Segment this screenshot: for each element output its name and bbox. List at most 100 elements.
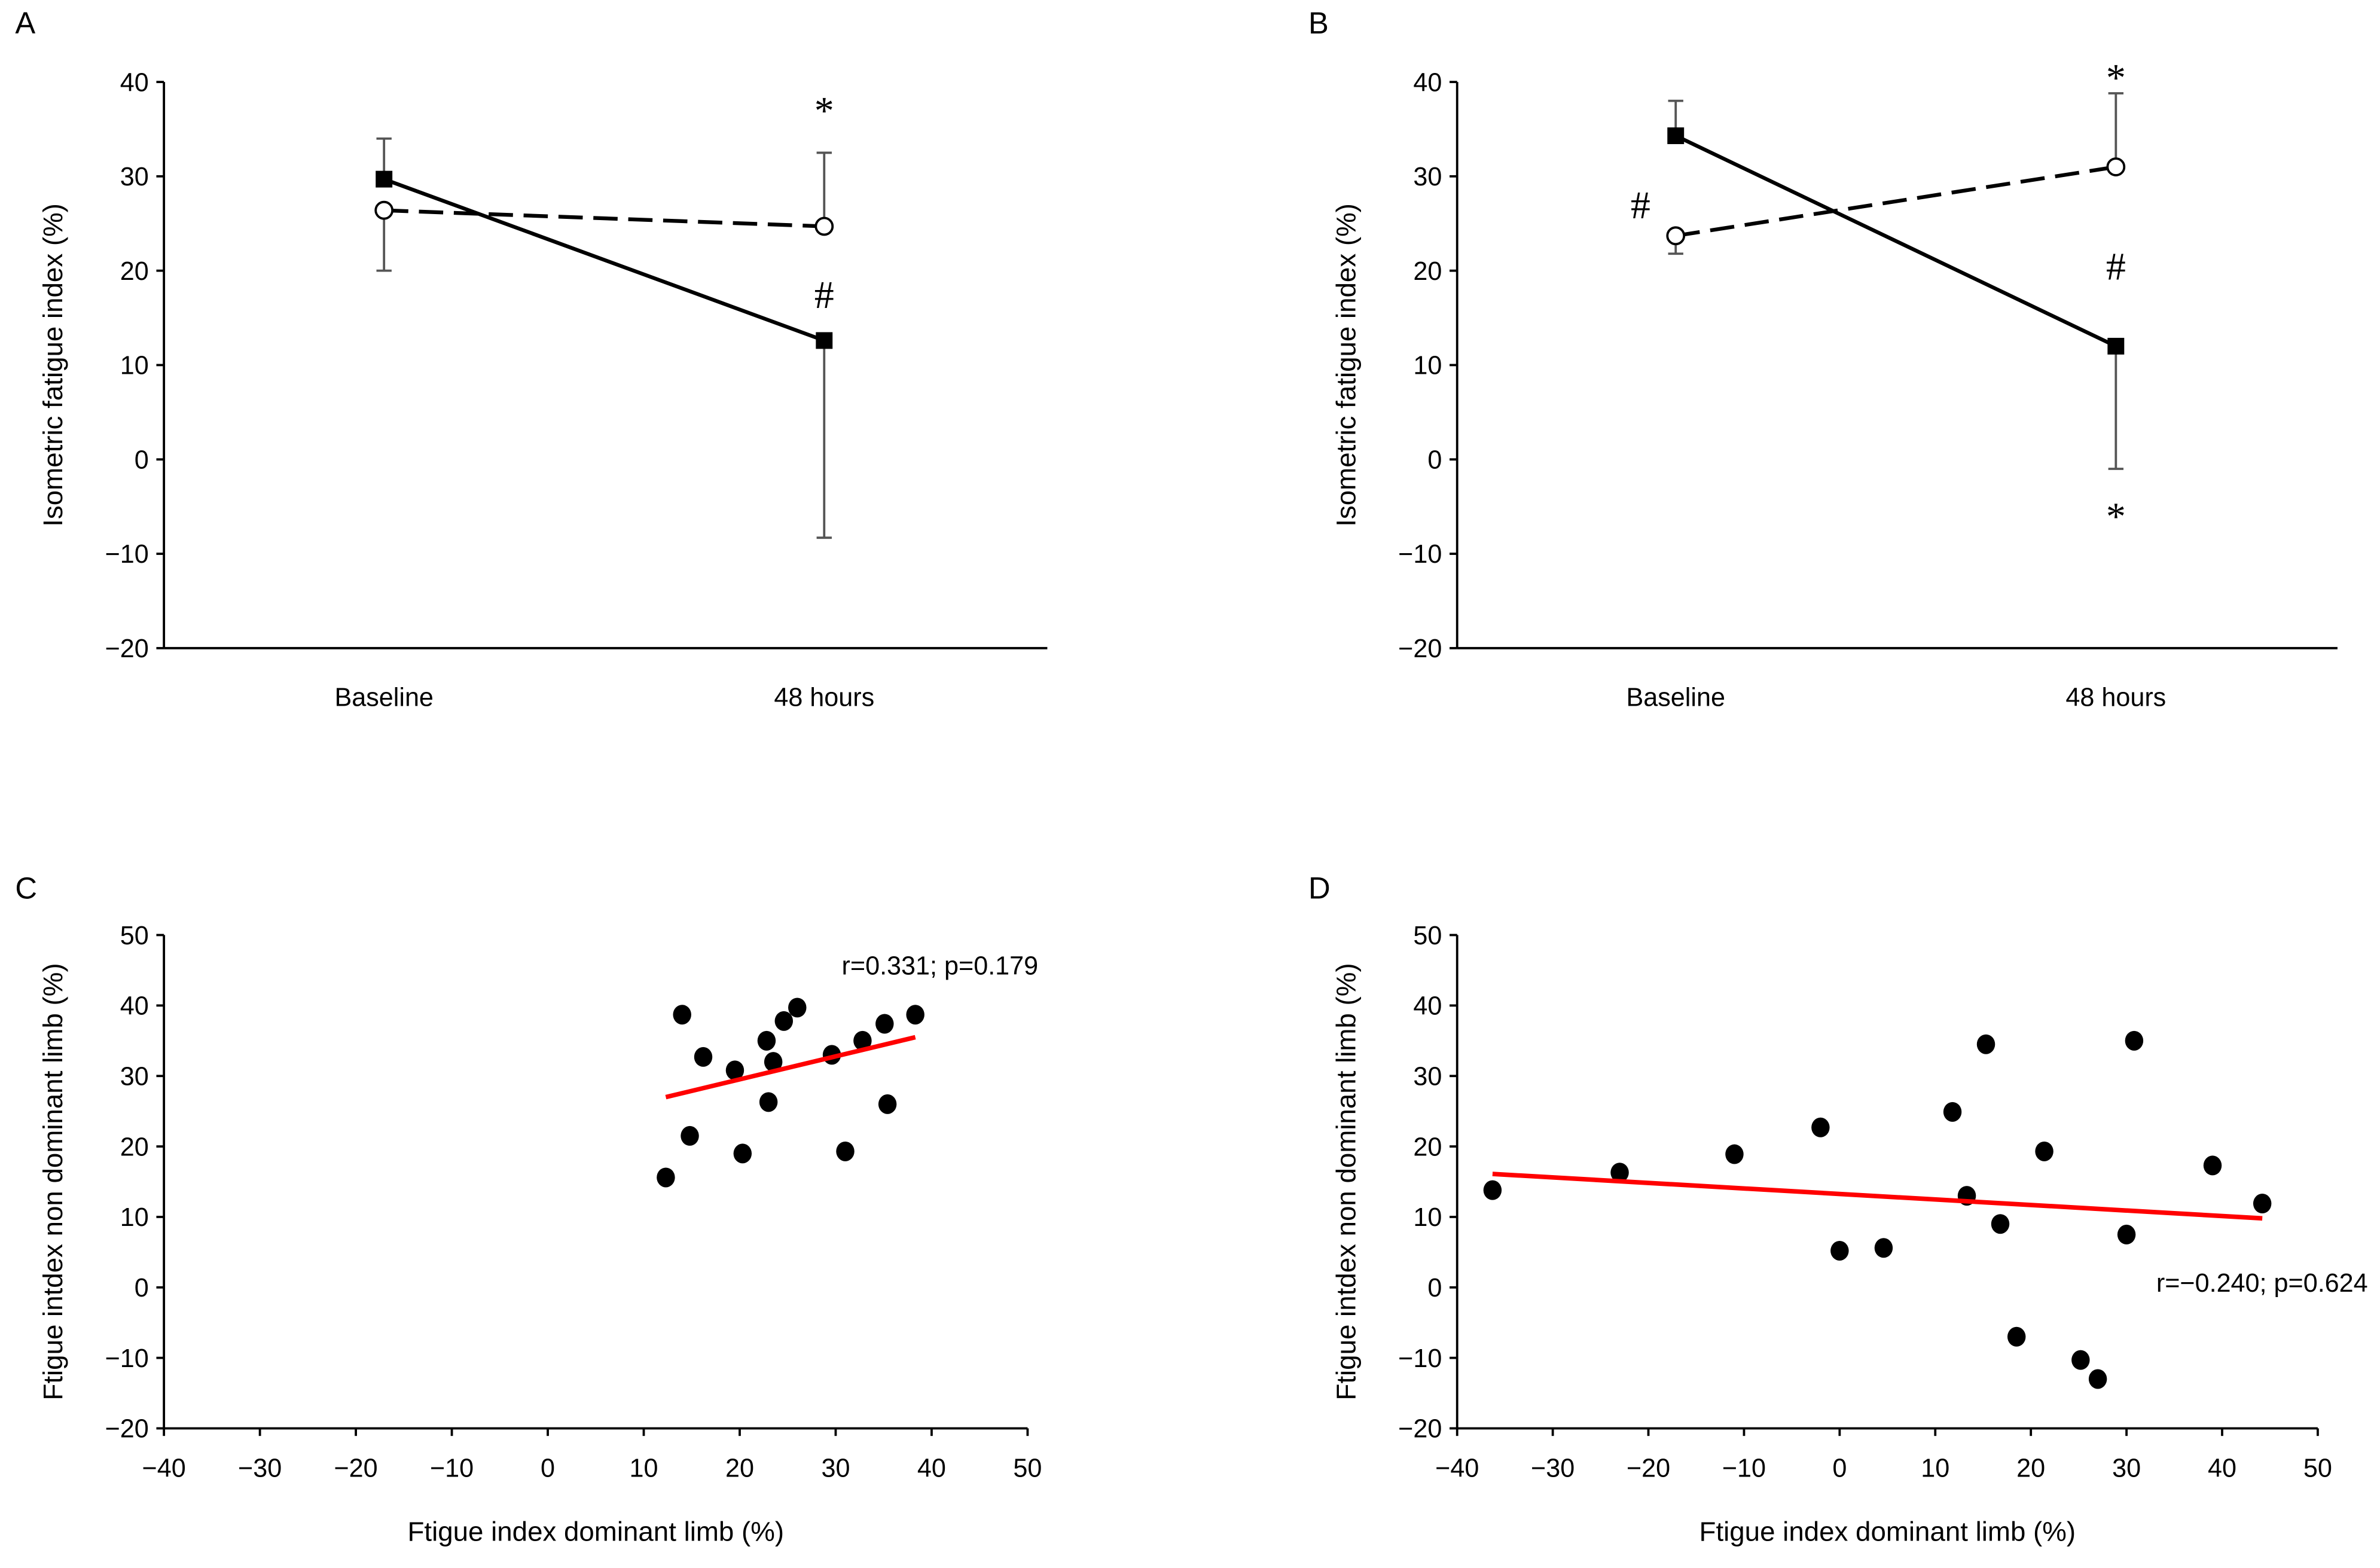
y-tick-label: 20 (1413, 257, 1442, 286)
significance-marker: * (814, 89, 834, 133)
x-tick-label: −30 (238, 1454, 282, 1483)
regression-line (1492, 1172, 2263, 1221)
data-point-circle (374, 200, 394, 220)
series-line-solid-square (1674, 134, 2117, 348)
panel-label: D (1308, 871, 1331, 905)
data-point (1830, 1241, 1849, 1261)
x-tick-label: 50 (1013, 1454, 1042, 1483)
y-tick-label: 0 (1427, 446, 1442, 474)
x-tick-label: 0 (1832, 1454, 1847, 1483)
x-tick-label: 48 hours (2065, 683, 2166, 712)
data-point-circle (1666, 226, 1686, 246)
data-point (906, 1005, 924, 1025)
y-tick-label: −20 (105, 634, 149, 663)
correlation-annotation: r=−0.240; p=0.624 (2156, 1269, 2368, 1298)
data-point-circle (814, 216, 834, 236)
data-point (1725, 1144, 1744, 1164)
data-point (757, 1030, 776, 1051)
data-point (1483, 1180, 1502, 1200)
data-point (878, 1094, 897, 1114)
x-tick-label: −40 (1435, 1454, 1479, 1483)
x-tick-label: −40 (142, 1454, 186, 1483)
y-axis-label: Isometric fatigue index (%) (1331, 203, 1362, 527)
y-tick-label: 10 (120, 352, 149, 380)
significance-marker: # (814, 273, 834, 317)
y-tick-label: 30 (1413, 1062, 1442, 1091)
y-tick-label: −20 (1398, 1415, 1442, 1444)
y-tick-label: 10 (1413, 352, 1442, 380)
data-point-square (2107, 337, 2125, 355)
data-point (788, 997, 807, 1018)
correlation-annotation: r=0.331; p=0.179 (842, 952, 1039, 981)
x-tick-label: 20 (2016, 1454, 2045, 1483)
data-point (836, 1141, 855, 1161)
data-point (2125, 1030, 2144, 1051)
x-tick-label: 30 (2112, 1454, 2141, 1483)
x-tick-label: 0 (541, 1454, 555, 1483)
x-tick-label: −20 (1627, 1454, 1670, 1483)
data-point (875, 1014, 894, 1034)
y-tick-label: −10 (1398, 1344, 1442, 1373)
data-point (681, 1125, 699, 1146)
x-axis-label: Ftigue index dominant limb (%) (408, 1516, 785, 1546)
x-tick-label: −30 (1531, 1454, 1575, 1483)
y-tick-label: 10 (120, 1203, 149, 1232)
y-tick-label: −20 (1398, 634, 1442, 663)
data-point (1610, 1163, 1629, 1183)
data-point (853, 1030, 872, 1051)
y-tick-label: 30 (1413, 163, 1442, 191)
data-point (673, 1005, 691, 1025)
significance-marker: # (1631, 184, 1650, 227)
data-point-circle (2106, 157, 2126, 176)
regression-line (665, 1035, 916, 1100)
x-tick-label: 40 (2208, 1454, 2236, 1483)
x-tick-label: 10 (1921, 1454, 1949, 1483)
data-point-square (1667, 127, 1685, 144)
y-tick-label: 0 (135, 446, 149, 474)
x-tick-label: 40 (917, 1454, 946, 1483)
y-tick-label: 0 (1427, 1274, 1442, 1302)
x-axis-label: Ftigue index dominant limb (%) (1699, 1516, 2076, 1546)
x-tick-label: 48 hours (774, 683, 874, 712)
x-tick-label: 50 (2303, 1454, 2332, 1483)
significance-marker: * (2106, 495, 2126, 539)
data-point (1991, 1214, 2010, 1234)
y-tick-label: 40 (120, 992, 149, 1021)
y-tick-label: 40 (120, 68, 149, 97)
data-point (2203, 1155, 2222, 1176)
data-point (1874, 1238, 1893, 1258)
data-point (2035, 1141, 2053, 1161)
data-point (774, 1011, 794, 1031)
y-tick-label: 50 (120, 922, 149, 950)
data-point (2253, 1194, 2272, 1214)
data-point (657, 1167, 675, 1188)
data-point (764, 1052, 783, 1072)
series-line-solid-square (383, 177, 825, 343)
x-tick-label: −20 (334, 1454, 378, 1483)
data-point (1811, 1117, 1830, 1137)
x-tick-label: −10 (430, 1454, 474, 1483)
data-point (759, 1092, 778, 1112)
data-point (1976, 1034, 1995, 1054)
data-point (733, 1143, 752, 1164)
y-tick-label: 30 (120, 163, 149, 191)
y-tick-label: 30 (120, 1062, 149, 1091)
y-axis-label: Ftigue intdex non dominant limb (%) (38, 963, 68, 1400)
data-point (2117, 1224, 2136, 1244)
x-tick-label: 20 (725, 1454, 754, 1483)
data-point (2007, 1326, 2026, 1347)
y-tick-label: 40 (1413, 68, 1442, 97)
data-point (694, 1047, 713, 1067)
data-point-square (376, 170, 393, 188)
x-tick-label: 10 (630, 1454, 658, 1483)
x-tick-label: Baseline (1626, 683, 1725, 712)
significance-marker: # (2106, 245, 2126, 289)
series-line-dashed-circle (384, 208, 825, 228)
panel-label: C (15, 871, 37, 905)
y-tick-label: 20 (1413, 1133, 1442, 1161)
y-tick-label: −20 (105, 1415, 149, 1444)
y-axis-label: Ftigue intdex non dominant limb (%) (1331, 963, 1362, 1400)
x-tick-label: 30 (821, 1454, 850, 1483)
y-tick-label: −10 (105, 1344, 149, 1373)
